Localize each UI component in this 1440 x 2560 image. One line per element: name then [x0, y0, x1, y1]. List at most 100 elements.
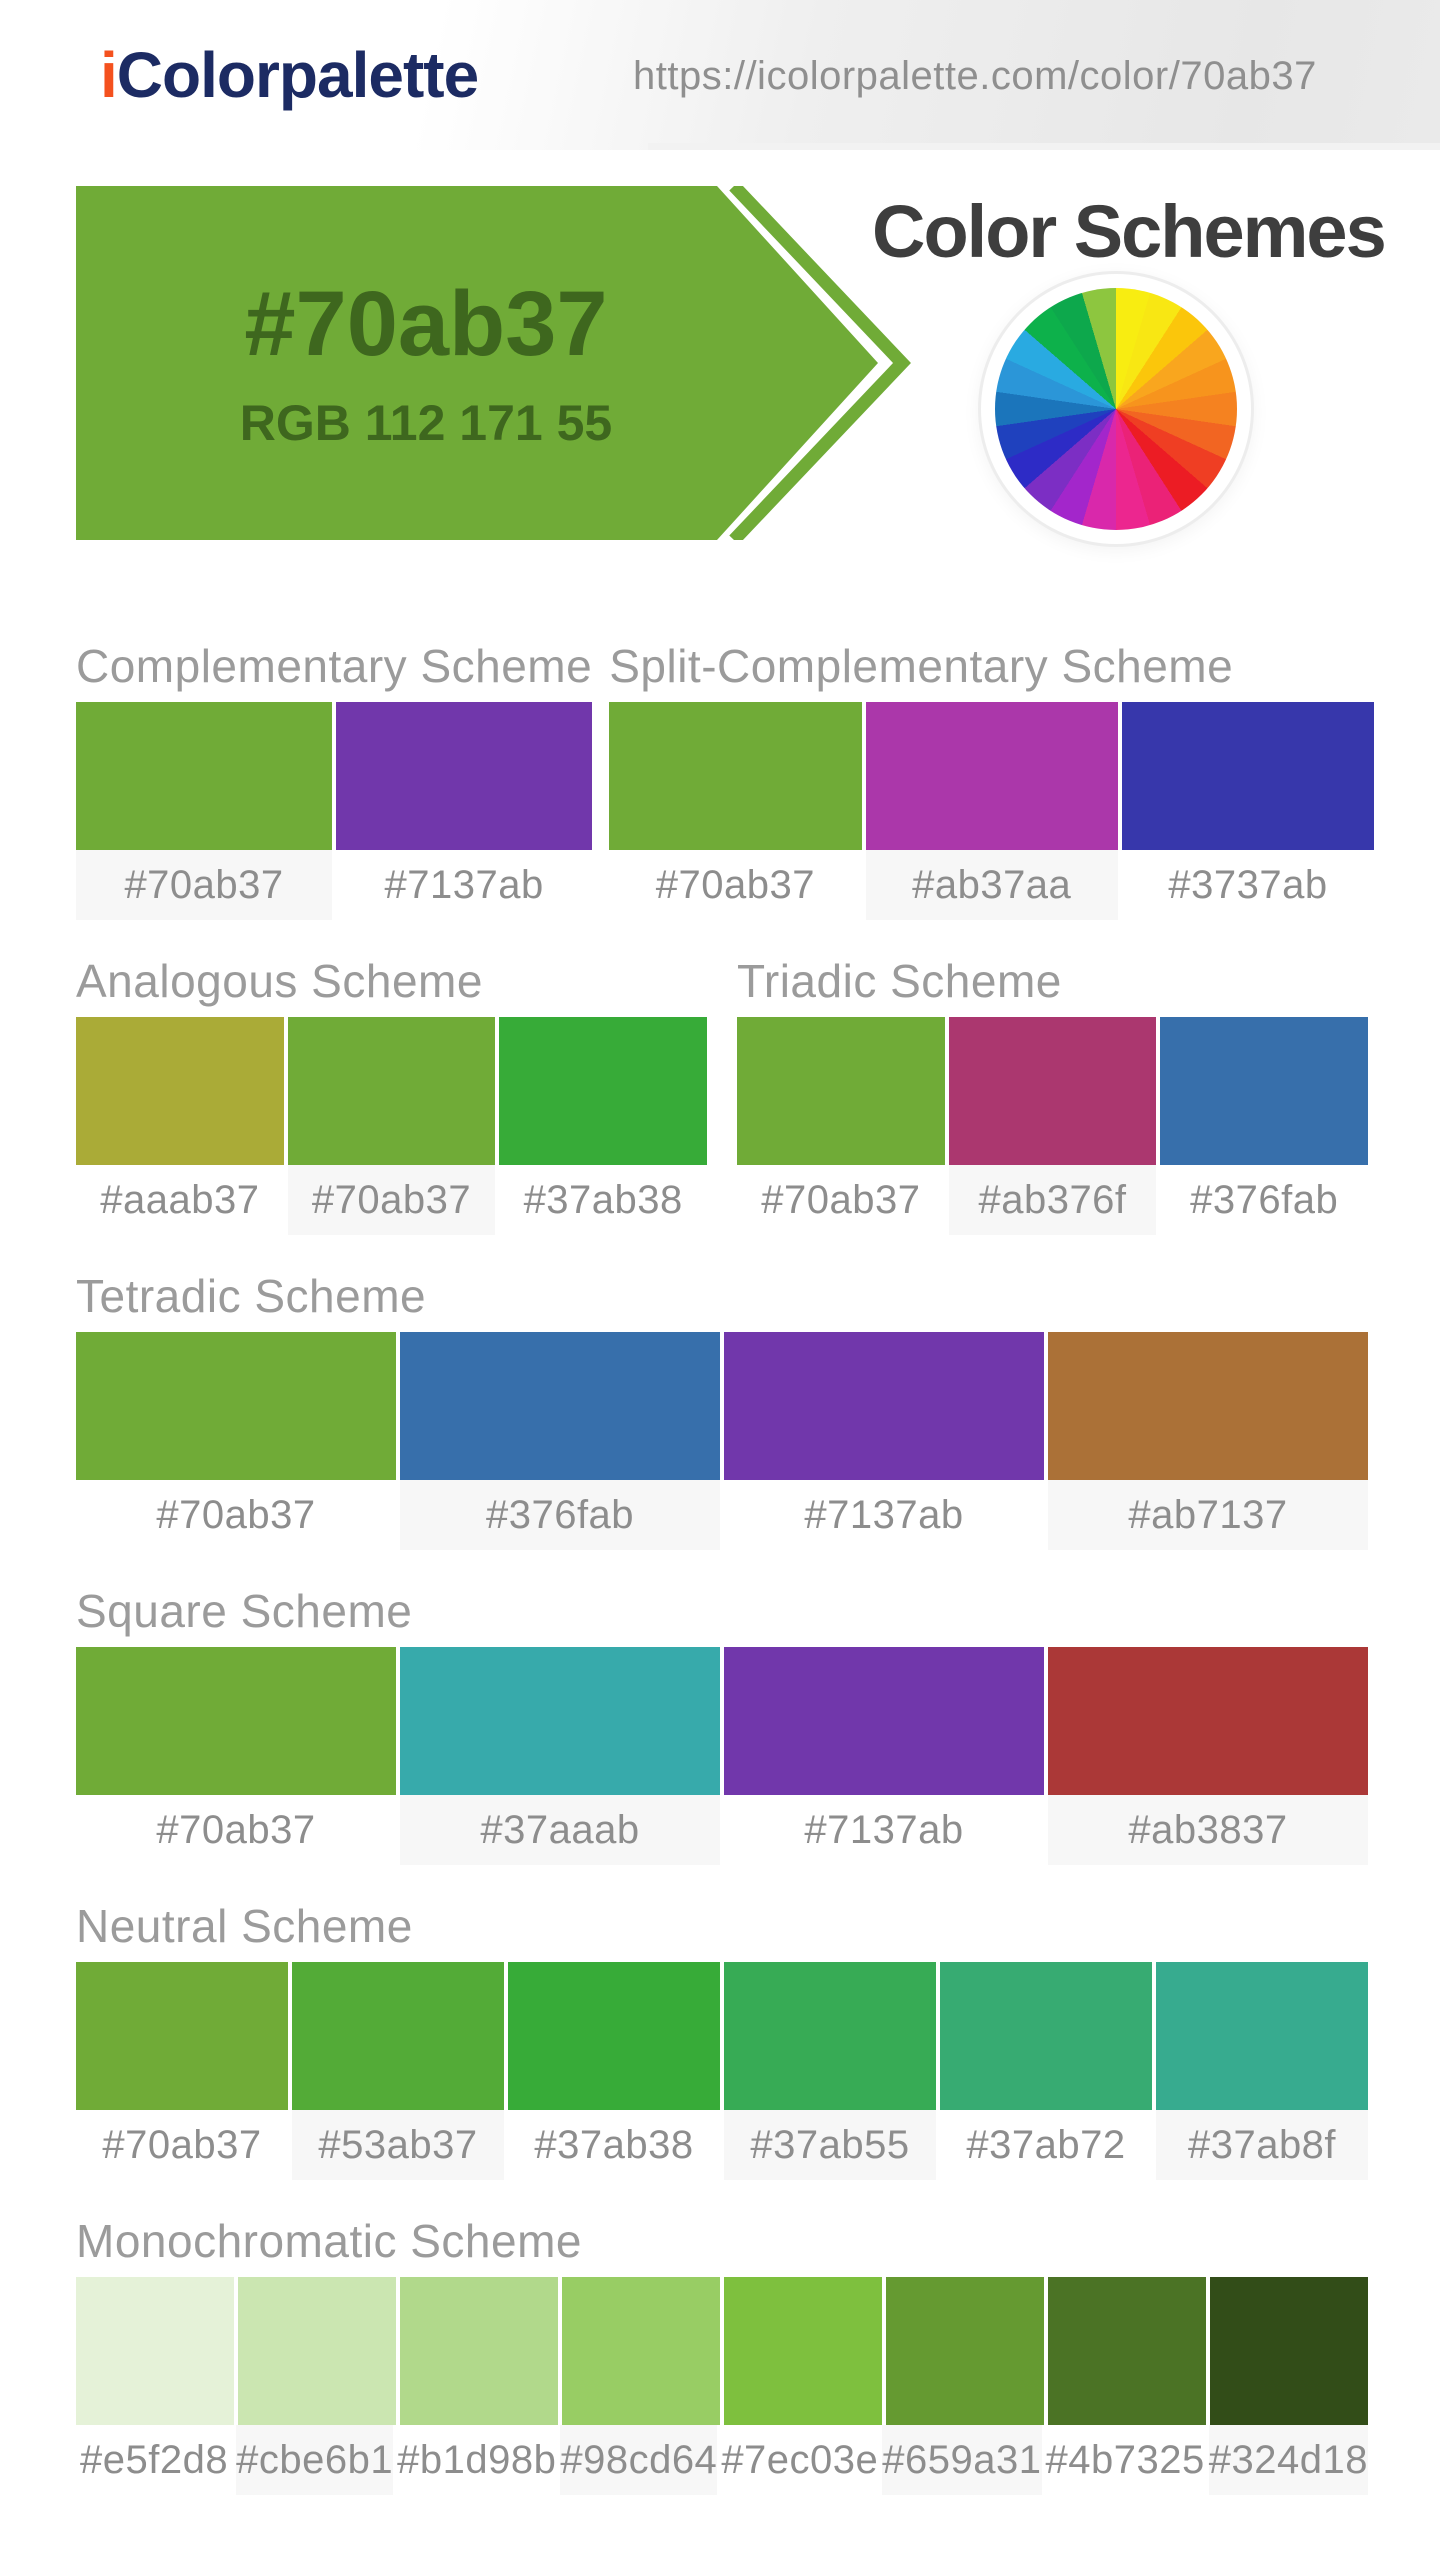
color-swatch[interactable]: [886, 2277, 1044, 2425]
label-row: #aaab37 #70ab37 #37ab38: [76, 1165, 708, 1235]
color-swatch[interactable]: [1121, 702, 1375, 850]
color-hex-label: #7ec03e: [721, 2425, 879, 2495]
color-hex-label: #53ab37: [292, 2110, 504, 2180]
swatch-row: [76, 1332, 1368, 1480]
banner-hex-code: #70ab37: [244, 273, 608, 375]
scheme-section-neutral-scheme: Neutral Scheme #70ab37 #53ab37 #37ab38 #37ab…: [76, 1900, 1368, 2180]
color-hex-label: #37ab38: [499, 1165, 708, 1235]
color-banner: #70ab37 RGB 112 171 55: [76, 186, 926, 540]
title-column: Color Schemes: [872, 190, 1387, 530]
color-swatch[interactable]: [76, 702, 333, 850]
banner-rgb-value: RGB 112 171 55: [239, 395, 613, 451]
color-hex-label: #98cd64: [560, 2425, 718, 2495]
color-hex-label: #324d18: [1208, 2425, 1368, 2495]
color-hex-label: #cbe6b1: [236, 2425, 394, 2495]
color-swatch[interactable]: [336, 702, 593, 850]
label-row: #70ab37 #37aaab #7137ab #ab3837: [76, 1795, 1368, 1865]
color-hex-label: #37ab72: [940, 2110, 1152, 2180]
banner-arrow-shape: [76, 186, 911, 540]
color-hex-label: #7137ab: [724, 1795, 1044, 1865]
color-hex-label: #7137ab: [336, 850, 593, 920]
site-logo[interactable]: iColorpalette: [100, 39, 479, 111]
color-swatch[interactable]: [76, 1647, 396, 1795]
label-row: #70ab37 #ab376f #376fab: [737, 1165, 1369, 1235]
color-swatch[interactable]: [1048, 2277, 1206, 2425]
label-row: #70ab37 #53ab37 #37ab38 #37ab55 #37ab72 #37ab…: [76, 2110, 1368, 2180]
scheme-section-analogous-scheme: Analogous Scheme #aaab37 #70ab37 #37ab38: [76, 955, 708, 1235]
color-swatch[interactable]: [287, 1017, 496, 1165]
label-row: #70ab37 #376fab #7137ab #ab7137: [76, 1480, 1368, 1550]
color-swatch[interactable]: [76, 1962, 288, 2110]
scheme-title: Square Scheme: [76, 1585, 413, 1637]
color-swatch[interactable]: [1156, 1962, 1368, 2110]
color-swatch[interactable]: [724, 2277, 882, 2425]
label-row: #70ab37 #ab37aa #3737ab: [609, 850, 1375, 920]
label-row: #70ab37 #7137ab: [76, 850, 593, 920]
color-swatch[interactable]: [724, 1962, 936, 2110]
color-swatch[interactable]: [1048, 1332, 1368, 1480]
logo-accent-letter: i: [100, 39, 118, 111]
color-swatch[interactable]: [1160, 1017, 1369, 1165]
label-row: #e5f2d8 #cbe6b1 #b1d98b #98cd64 #7ec03e #659a…: [76, 2425, 1368, 2495]
color-hex-label: #70ab37: [76, 1480, 396, 1550]
swatch-row: [76, 702, 593, 850]
color-swatch[interactable]: [499, 1017, 708, 1165]
color-swatch[interactable]: [865, 702, 1118, 850]
color-hex-label: #ab37aa: [865, 850, 1118, 920]
color-swatch[interactable]: [76, 1017, 284, 1165]
color-hex-label: #37ab8f: [1156, 2110, 1368, 2180]
color-swatch[interactable]: [724, 1647, 1044, 1795]
scheme-section-triadic-scheme: Triadic Scheme #70ab37 #ab376f #376fab: [737, 955, 1369, 1235]
color-hex-label: #70ab37: [76, 1795, 396, 1865]
color-swatch[interactable]: [292, 1962, 504, 2110]
color-swatch[interactable]: [1048, 1647, 1368, 1795]
color-swatch[interactable]: [940, 1962, 1152, 2110]
scheme-title: Tetradic Scheme: [76, 1270, 427, 1322]
color-swatch[interactable]: [737, 1017, 945, 1165]
scheme-section-split-complementary-scheme: Split-Complementary Scheme #70ab37 #ab37aa…: [609, 640, 1375, 920]
color-swatch[interactable]: [1210, 2277, 1368, 2425]
color-swatch[interactable]: [724, 1332, 1044, 1480]
color-swatch[interactable]: [76, 1332, 396, 1480]
color-hex-label: #70ab37: [287, 1165, 496, 1235]
color-swatch[interactable]: [400, 1647, 720, 1795]
color-hex-label: #70ab37: [76, 2110, 288, 2180]
scheme-title: Triadic Scheme: [737, 955, 1062, 1007]
scheme-row: Complementary Scheme #70ab37 #7137ab Split-…: [76, 640, 1375, 955]
color-swatch[interactable]: [948, 1017, 1157, 1165]
color-swatch[interactable]: [400, 2277, 558, 2425]
scheme-row: Monochromatic Scheme #e5f2d8 #cbe6b1 #b1d98…: [76, 2215, 1368, 2530]
banner-text-group: #70ab37 RGB 112 171 55: [76, 186, 776, 540]
color-hex-label: #7137ab: [724, 1480, 1044, 1550]
color-hex-label: #e5f2d8: [76, 2425, 233, 2495]
swatch-row: [737, 1017, 1369, 1165]
color-hex-label: #ab3837: [1048, 1795, 1368, 1865]
color-hex-label: #376fab: [400, 1480, 720, 1550]
color-wheel: [995, 288, 1237, 530]
color-swatch[interactable]: [238, 2277, 396, 2425]
color-swatch[interactable]: [508, 1962, 720, 2110]
page-title: Color Schemes: [872, 190, 1387, 273]
logo-text: Colorpalette: [116, 39, 479, 111]
scheme-title: Monochromatic Scheme: [76, 2215, 582, 2267]
color-swatch[interactable]: [400, 1332, 720, 1480]
schemes-container: Complementary Scheme #70ab37 #7137ab Split-…: [76, 640, 1375, 2530]
scheme-row: Analogous Scheme #aaab37 #70ab37 #37ab38 Tri…: [76, 955, 1369, 1270]
scheme-row: Square Scheme #70ab37 #37aaab #7137ab #ab383…: [76, 1585, 1368, 1900]
scheme-title: Split-Complementary Scheme: [609, 640, 1234, 692]
color-swatch[interactable]: [562, 2277, 720, 2425]
color-hex-label: #b1d98b: [397, 2425, 557, 2495]
scheme-section-square-scheme: Square Scheme #70ab37 #37aaab #7137ab #ab383…: [76, 1585, 1368, 1865]
scheme-title: Complementary Scheme: [76, 640, 593, 692]
color-hex-label: #3737ab: [1121, 850, 1375, 920]
color-hex-label: #aaab37: [76, 1165, 284, 1235]
color-swatch[interactable]: [609, 702, 862, 850]
color-swatch[interactable]: [76, 2277, 234, 2425]
swatch-row: [76, 1962, 1368, 2110]
swatch-row: [76, 1647, 1368, 1795]
scheme-row: Neutral Scheme #70ab37 #53ab37 #37ab38 #37ab…: [76, 1900, 1368, 2215]
color-hex-label: #70ab37: [76, 850, 333, 920]
swatch-row: [76, 1017, 708, 1165]
color-hex-label: #70ab37: [609, 850, 862, 920]
swatch-row: [76, 2277, 1368, 2425]
